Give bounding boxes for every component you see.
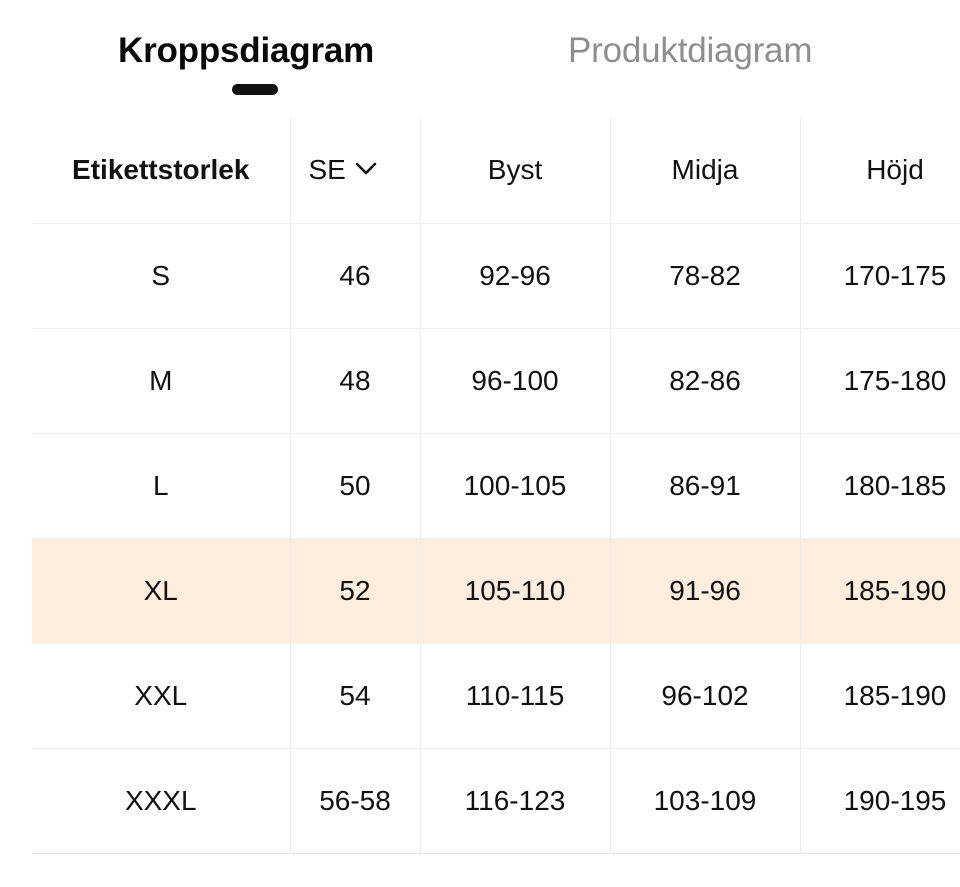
tab-produktdiagram[interactable]: Produktdiagram <box>568 31 813 70</box>
size-chart-table: Etikettstorlek SE Byst Midja Höjd S 46 9… <box>32 118 960 854</box>
table-row-selected[interactable]: XL 52 105-110 91-96 185-190 <box>32 538 960 644</box>
table-body: S 46 92-96 78-82 170-175 M 48 96-100 82-… <box>32 223 960 854</box>
cell-se: 52 <box>290 538 421 644</box>
table-row[interactable]: XXXL 56-58 116-123 103-109 190-195 <box>32 748 960 854</box>
cell-midja: 91-96 <box>610 538 801 644</box>
cell-midja: 103-109 <box>610 748 801 854</box>
cell-byst: 110-115 <box>420 643 611 749</box>
cell-midja: 86-91 <box>610 433 801 539</box>
cell-size: S <box>32 223 291 329</box>
cell-byst: 100-105 <box>420 433 611 539</box>
cell-midja: 96-102 <box>610 643 801 749</box>
column-header-midja: Midja <box>610 118 801 224</box>
column-header-se[interactable]: SE <box>290 118 421 224</box>
cell-hojd: 185-190 <box>800 643 960 749</box>
table-row[interactable]: S 46 92-96 78-82 170-175 <box>32 223 960 329</box>
column-header-etikettstorlek: Etikettstorlek <box>32 118 291 224</box>
column-header-hojd: Höjd <box>800 118 960 224</box>
column-header-se-label: SE <box>308 154 346 186</box>
cell-size: M <box>32 328 291 434</box>
chevron-down-icon[interactable] <box>355 162 377 175</box>
size-chart-scroll-container[interactable]: Etikettstorlek SE Byst Midja Höjd S 46 9… <box>32 118 960 854</box>
cell-byst: 105-110 <box>420 538 611 644</box>
cell-midja: 82-86 <box>610 328 801 434</box>
cell-hojd: 185-190 <box>800 538 960 644</box>
table-header-row: Etikettstorlek SE Byst Midja Höjd <box>32 118 960 224</box>
cell-size: XXL <box>32 643 291 749</box>
cell-byst: 92-96 <box>420 223 611 329</box>
cell-byst: 96-100 <box>420 328 611 434</box>
table-row[interactable]: M 48 96-100 82-86 175-180 <box>32 328 960 434</box>
cell-midja: 78-82 <box>610 223 801 329</box>
tab-kroppsdiagram[interactable]: Kroppsdiagram <box>118 31 375 70</box>
cell-se: 50 <box>290 433 421 539</box>
cell-hojd: 175-180 <box>800 328 960 434</box>
column-header-byst: Byst <box>420 118 611 224</box>
table-header: Etikettstorlek SE Byst Midja Höjd <box>32 118 960 224</box>
cell-se: 54 <box>290 643 421 749</box>
cell-hojd: 190-195 <box>800 748 960 854</box>
table-row[interactable]: XXL 54 110-115 96-102 185-190 <box>32 643 960 749</box>
tab-bar: Kroppsdiagram Produktdiagram <box>0 0 960 110</box>
cell-size: L <box>32 433 291 539</box>
cell-se: 46 <box>290 223 421 329</box>
cell-size: XL <box>32 538 291 644</box>
cell-size: XXXL <box>32 748 291 854</box>
cell-hojd: 170-175 <box>800 223 960 329</box>
table-row[interactable]: L 50 100-105 86-91 180-185 <box>32 433 960 539</box>
cell-se: 56-58 <box>290 748 421 854</box>
cell-hojd: 180-185 <box>800 433 960 539</box>
cell-se: 48 <box>290 328 421 434</box>
cell-byst: 116-123 <box>420 748 611 854</box>
active-tab-indicator <box>232 84 278 95</box>
